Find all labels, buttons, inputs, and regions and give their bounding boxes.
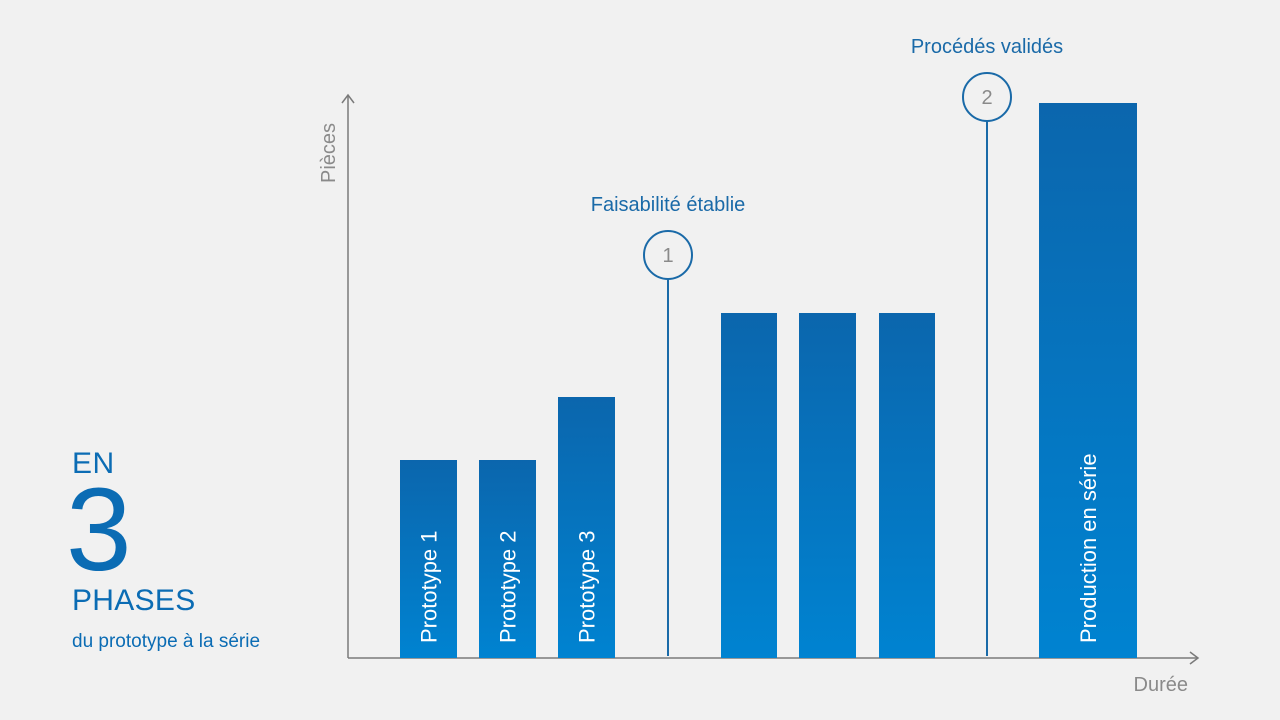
milestone-circle bbox=[643, 230, 693, 280]
intro-number: 3 bbox=[66, 464, 132, 596]
milestone-label: Procédés validés bbox=[911, 36, 1063, 58]
bar bbox=[479, 460, 536, 658]
bar-label: Prototype 1 bbox=[417, 530, 442, 643]
bar-label: Prototype 2 bbox=[496, 530, 521, 643]
bar bbox=[799, 313, 856, 658]
bar bbox=[400, 460, 457, 658]
x-axis-arrow-icon bbox=[1189, 651, 1200, 665]
x-axis-label: Durée bbox=[1134, 674, 1188, 696]
bar-label: Production en série bbox=[1076, 453, 1101, 643]
bar bbox=[879, 313, 935, 658]
milestone-label: Faisabilité établie bbox=[591, 194, 746, 216]
y-axis-arrow-icon bbox=[341, 93, 355, 104]
intro-block: EN 3 PHASES du prototype à la série bbox=[66, 447, 261, 654]
bar bbox=[1039, 103, 1137, 658]
bar-label: Prototype 3 bbox=[575, 530, 600, 643]
bar bbox=[558, 397, 615, 658]
intro-line-en: EN bbox=[72, 447, 115, 480]
intro-line-phases: PHASES bbox=[72, 584, 196, 617]
intro-subtitle: du prototype à la série bbox=[72, 631, 261, 652]
milestone-number: 1 bbox=[662, 245, 673, 267]
y-axis-label: Pièces bbox=[318, 123, 340, 183]
milestone-number: 2 bbox=[981, 87, 992, 109]
bar bbox=[721, 313, 777, 658]
milestone-circle bbox=[962, 72, 1012, 122]
